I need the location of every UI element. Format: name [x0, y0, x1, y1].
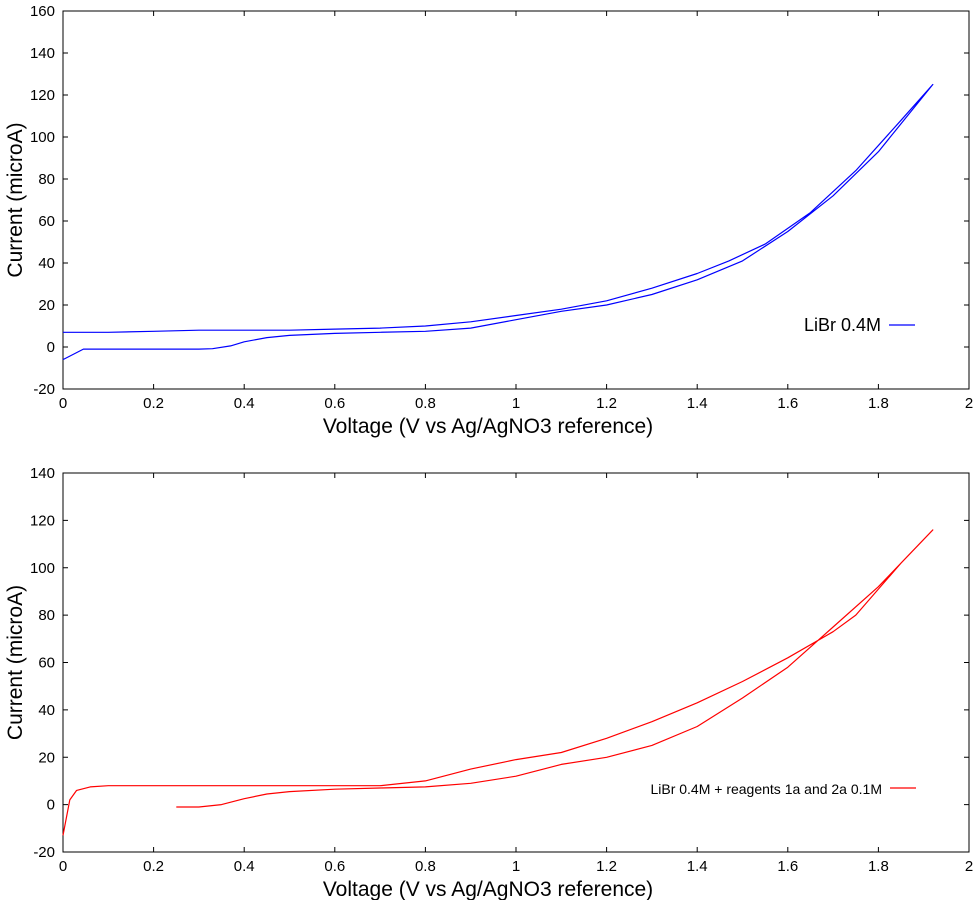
legend-label: LiBr 0.4M + reagents 1a and 2a 0.1M	[650, 781, 882, 797]
x-tick-label: 0.4	[234, 395, 255, 412]
x-tick-label: 1.6	[777, 858, 798, 875]
y-tick-label: 140	[30, 45, 55, 62]
x-tick-label: 1.8	[868, 858, 889, 875]
x-tick-label: 1.8	[868, 395, 889, 412]
y-tick-label: 40	[38, 702, 55, 719]
y-tick-label: 20	[38, 297, 55, 314]
x-tick-label: 2	[965, 858, 973, 875]
y-tick-label: 140	[30, 465, 55, 482]
x-axis-title: Voltage (V vs Ag/AgNO3 reference)	[323, 878, 653, 900]
x-tick-label: 0.2	[143, 395, 164, 412]
y-tick-label: 40	[38, 255, 55, 272]
y-tick-label: 80	[38, 607, 55, 624]
y-tick-label: -20	[33, 844, 55, 861]
x-tick-label: 1.4	[687, 858, 708, 875]
y-tick-label: 0	[47, 797, 55, 814]
series-line	[62, 529, 934, 836]
x-tick-label: 0.6	[324, 395, 345, 412]
x-tick-label: 0.2	[143, 858, 164, 875]
x-tick-label: 0.6	[324, 858, 345, 875]
y-tick-label: 120	[30, 87, 55, 104]
y-tick-label: 100	[30, 129, 55, 146]
y-tick-label: 100	[30, 560, 55, 577]
x-tick-label: 2	[965, 395, 973, 412]
y-tick-label: -20	[33, 381, 55, 398]
x-axis-title: Voltage (V vs Ag/AgNO3 reference)	[323, 415, 653, 438]
series-line	[62, 83, 934, 361]
x-tick-label: 1.2	[596, 858, 617, 875]
x-tick-label: 1.4	[687, 395, 708, 412]
y-axis-title: Current (microA)	[4, 122, 27, 277]
y-tick-label: 60	[38, 655, 55, 672]
x-tick-label: 0.4	[234, 858, 255, 875]
y-tick-label: 20	[38, 749, 55, 766]
legend-label: LiBr 0.4M	[804, 315, 881, 335]
x-tick-label: 0.8	[415, 395, 436, 412]
x-tick-label: 0.8	[415, 858, 436, 875]
x-tick-label: 1.2	[596, 395, 617, 412]
y-tick-label: 60	[38, 213, 55, 230]
y-tick-label: 120	[30, 512, 55, 529]
bottom-chart: 0 0.2 0.4 0.6 0.8 1 1.2 1.4 1.6 1.8 2-200204060801…	[4, 465, 973, 900]
y-tick-label: 160	[30, 3, 55, 20]
x-tick-label: 1	[512, 395, 520, 412]
x-tick-label: 0	[59, 395, 67, 412]
y-tick-label: 0	[47, 339, 55, 356]
x-tick-label: 1	[512, 858, 520, 875]
top-chart: 0 0.2 0.4 0.6 0.8 1 1.2 1.4 1.6 1.8 2-200204060801…	[4, 3, 973, 438]
x-tick-label: 0	[59, 858, 67, 875]
x-tick-label: 1.6	[777, 395, 798, 412]
y-axis-title: Current (microA)	[4, 585, 27, 740]
y-tick-label: 80	[38, 171, 55, 188]
